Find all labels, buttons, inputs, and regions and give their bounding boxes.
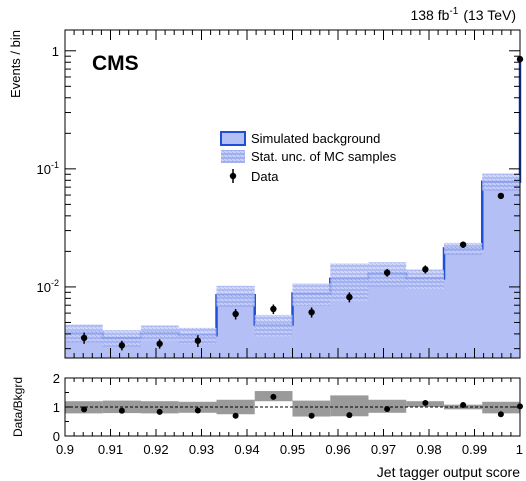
data-points	[80, 55, 524, 351]
legend-label-background: Simulated background	[251, 131, 380, 146]
ratio-unc-band	[482, 401, 520, 414]
ratio-y-tick-label: 1	[53, 400, 60, 415]
data-point	[459, 241, 467, 248]
mc-unc-band	[292, 283, 331, 306]
y-tick-label: 10-2	[37, 278, 59, 295]
mc-unc-band	[216, 285, 255, 307]
ratio-y-axis-label: Data/Bkgrd	[11, 377, 25, 437]
ratio-unc-band	[292, 400, 331, 417]
x-tick-label: 0.94	[234, 442, 259, 457]
ratio-y-tick-label: 0	[53, 429, 60, 444]
ratio-point	[232, 412, 239, 419]
ratio-point	[270, 393, 277, 400]
data-point	[383, 269, 391, 276]
main-y-axis-label: Events / bin	[8, 30, 23, 98]
data-point	[422, 266, 429, 273]
x-tick-label: 0.99	[462, 442, 487, 457]
data-point	[308, 309, 315, 316]
y-tick-label: 1	[52, 44, 59, 59]
ratio-uncertainty-bands	[65, 391, 520, 417]
ratio-point	[346, 412, 353, 419]
x-tick-label: 0.93	[189, 442, 214, 457]
x-axis-label: Jet tagger output score	[377, 464, 520, 480]
mc-unc-band	[102, 330, 141, 347]
data-point	[80, 334, 88, 342]
data-point	[156, 340, 163, 347]
ratio-x-axis: 0.9 0.91 0.92 0.93 0.94 0.95 0.96 0.97 0.98 0.99 1	[56, 378, 523, 457]
legend-swatch-mc-unc	[221, 150, 245, 163]
x-tick-label: 0.98	[416, 442, 441, 457]
data-point	[118, 342, 126, 349]
ratio-point	[422, 399, 429, 406]
ratio-point	[497, 411, 504, 418]
ratio-point	[308, 412, 315, 419]
lumi-label: 138 fb-1 (13 TeV)	[410, 6, 516, 23]
mc-unc-band	[444, 242, 483, 255]
mc-unc-band	[140, 325, 179, 341]
y-tick-label: 10-1	[37, 160, 59, 177]
legend-label-mc-unc: Stat. unc. of MC samples	[251, 149, 397, 164]
data-point	[346, 293, 353, 301]
mc-unc-band	[406, 269, 445, 290]
background-histogram	[65, 60, 522, 359]
x-tick-label: 0.95	[280, 442, 305, 457]
ratio-unc-band	[140, 401, 179, 414]
data-point	[194, 337, 202, 344]
x-tick-label: 1	[516, 442, 523, 457]
ratio-point	[460, 401, 467, 408]
data-point	[232, 310, 239, 318]
legend: Simulated background Stat. unc. of MC sa…	[220, 131, 397, 184]
legend-label-data: Data	[251, 169, 279, 184]
experiment-label: CMS	[92, 52, 139, 75]
ratio-y-axis: 0 1 2	[53, 371, 520, 444]
ratio-point	[118, 407, 125, 414]
x-tick-label: 0.91	[98, 442, 123, 457]
x-tick-label: 0.92	[143, 442, 168, 457]
legend-swatch-background	[220, 131, 246, 146]
ratio-unc-band	[330, 395, 369, 417]
ratio-point	[384, 406, 391, 413]
x-tick-label: 0.97	[371, 442, 396, 457]
main-x-ticks	[64, 30, 521, 358]
ratio-point	[194, 407, 201, 414]
data-point	[270, 305, 277, 313]
data-point	[497, 192, 505, 200]
main-y-axis: 10-2 10-1 1	[37, 44, 520, 350]
legend-data-marker	[229, 172, 237, 180]
mc-unc-band	[482, 173, 520, 191]
ratio-points	[81, 393, 523, 419]
ratio-point	[156, 408, 163, 415]
x-tick-label: 0.96	[325, 442, 350, 457]
ratio-y-tick-label: 2	[53, 371, 60, 386]
ratio-point	[81, 406, 88, 413]
mc-unc-band	[254, 314, 293, 337]
x-tick-label: 0.9	[56, 442, 74, 457]
